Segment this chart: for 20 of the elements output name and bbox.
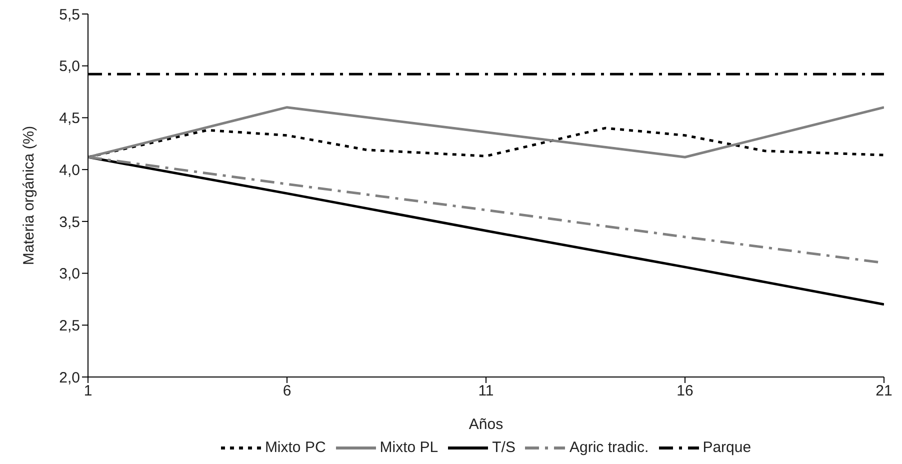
x-axis-title: Años <box>468 416 504 433</box>
x-tick-label: 6 <box>282 382 292 400</box>
x-tick-label: 21 <box>876 382 892 400</box>
y-tick-label: 5,0 <box>59 58 80 76</box>
x-tick-label: 1 <box>84 382 92 400</box>
y-tick-label: 5,5 <box>59 6 80 24</box>
legend-label: Mixto PL <box>380 439 438 456</box>
y-tick-label: 2,5 <box>59 317 80 334</box>
x-tick-label: 16 <box>676 382 694 400</box>
y-tick-label: 4,0 <box>59 162 80 179</box>
legend-label: Parque <box>702 439 752 456</box>
legend-label: Mixto PC <box>264 439 326 456</box>
x-tick-label: 11 <box>478 382 494 400</box>
legend-label: T/S <box>492 439 516 456</box>
legend-label: Agric tradic. <box>569 439 649 456</box>
y-tick-label: 3,0 <box>59 266 80 283</box>
y-tick-label: 4,5 <box>59 110 80 128</box>
y-axis-title: Materia orgánica (%) <box>20 126 38 266</box>
y-tick-label: 3,5 <box>59 214 80 231</box>
y-tick-label: 2,0 <box>59 369 80 386</box>
